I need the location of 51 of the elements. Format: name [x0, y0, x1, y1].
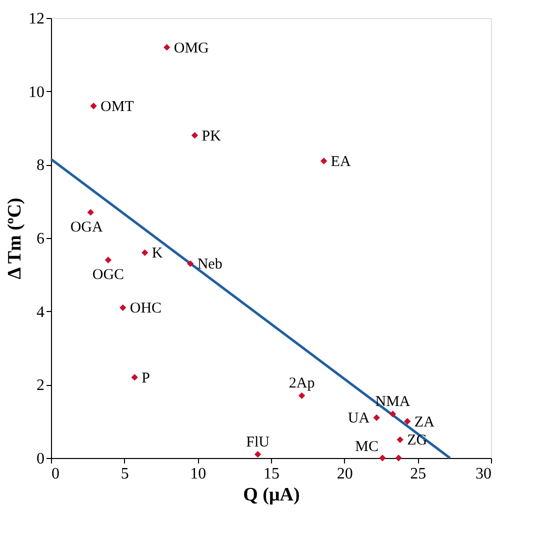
x-tick-label: 20	[336, 466, 353, 482]
x-tick-label: 0	[52, 466, 60, 482]
annotation: ZG	[407, 432, 428, 449]
annotation: FlU	[246, 434, 270, 450]
y-tick-label: 6	[36, 230, 44, 248]
annotation: OHC	[130, 300, 162, 317]
point	[254, 450, 262, 458]
x-axis-title: Q (μA)	[243, 484, 300, 506]
y-tick-label: 0	[36, 450, 44, 468]
annotation: OMT	[100, 99, 134, 115]
x-tick-label: 25	[410, 466, 426, 482]
y-tick-label: 8	[36, 157, 44, 174]
point	[404, 418, 411, 425]
y-tick-label: 2	[36, 377, 44, 394]
point	[142, 249, 148, 256]
annotation: ZA	[414, 414, 435, 430]
annotation: MC	[355, 439, 378, 455]
annotation: K	[152, 246, 163, 262]
x-tick-label: 30	[476, 466, 492, 482]
annotation: NMA	[375, 394, 410, 410]
annotation: UA	[348, 410, 370, 427]
point	[87, 208, 94, 216]
annotation: OGC	[92, 267, 124, 283]
point	[191, 132, 198, 139]
y-axis-title: Δ Tm (ºC)	[4, 198, 26, 280]
point	[120, 304, 126, 312]
annotation: PK	[202, 128, 222, 144]
x-tick-label: 5	[120, 466, 129, 482]
point	[396, 436, 404, 444]
x-tick-label: 15	[264, 466, 280, 482]
point	[373, 414, 380, 422]
annotation: OMG	[174, 40, 210, 56]
y-tick-label: 10	[28, 84, 44, 101]
annotation: Neb	[197, 256, 222, 273]
point	[389, 410, 396, 418]
annotation: P	[142, 370, 150, 386]
point	[186, 260, 194, 268]
point	[90, 102, 97, 110]
annotation: 2Ap	[288, 376, 315, 392]
x-tick-label: 10	[190, 466, 206, 482]
annotation: EA	[330, 154, 351, 170]
point	[164, 44, 170, 51]
point	[395, 454, 402, 462]
point	[320, 158, 328, 164]
point	[379, 454, 386, 462]
point	[131, 374, 138, 381]
y-tick-label: 4	[36, 304, 44, 321]
annotation: OGA	[70, 219, 104, 236]
point	[104, 256, 112, 264]
y-tick-label: 12	[28, 10, 44, 28]
point	[298, 392, 306, 400]
